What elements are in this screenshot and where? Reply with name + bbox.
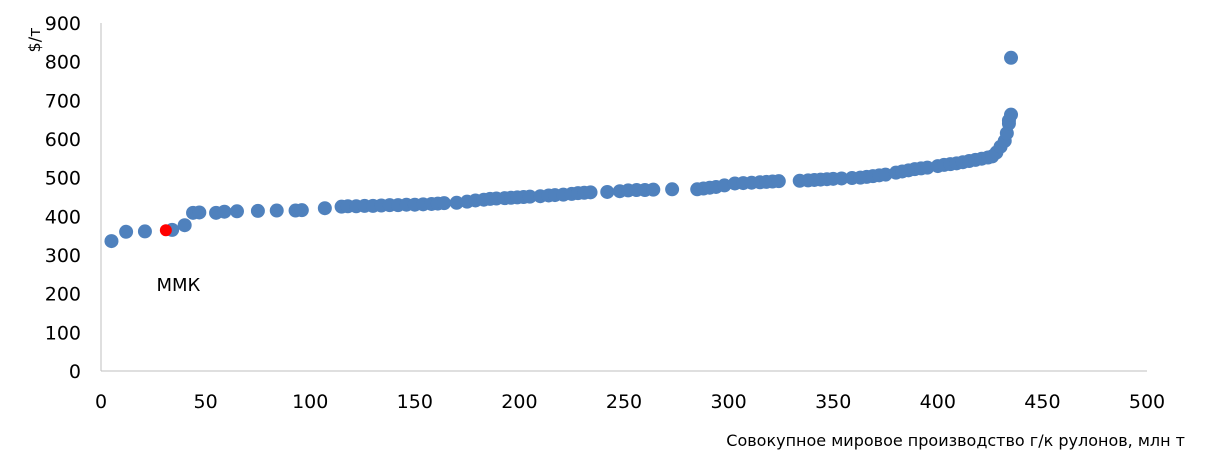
data-point <box>717 178 732 193</box>
data-point <box>137 224 152 239</box>
data-point <box>834 171 849 186</box>
data-point <box>1004 107 1019 122</box>
data-point <box>229 204 244 219</box>
x-tick-label: 100 <box>292 391 328 413</box>
y-tick-label: 0 <box>69 361 81 383</box>
x-tick-label: 350 <box>815 391 851 413</box>
x-tick-label: 400 <box>920 391 956 413</box>
data-point <box>600 184 615 199</box>
x-tick-label: 450 <box>1024 391 1060 413</box>
x-tick-label: 200 <box>501 391 537 413</box>
data-point <box>583 185 598 200</box>
x-tick-label: 150 <box>397 391 433 413</box>
x-tick-label: 500 <box>1129 391 1165 413</box>
data-point <box>119 224 134 239</box>
data-point <box>192 205 207 220</box>
data-point <box>920 160 935 175</box>
y-tick-label: 100 <box>45 322 81 344</box>
y-tick-label: 900 <box>45 13 81 35</box>
data-points <box>104 50 1019 249</box>
x-tick-label: 0 <box>95 391 107 413</box>
x-tick-label: 250 <box>606 391 642 413</box>
data-point <box>217 204 232 219</box>
y-tick-label: 200 <box>45 284 81 306</box>
data-point <box>449 195 464 210</box>
y-tick-label: 400 <box>45 206 81 228</box>
data-point <box>269 203 284 218</box>
y-tick-label: 300 <box>45 245 81 267</box>
x-tick-label: 300 <box>710 391 746 413</box>
data-point <box>646 182 661 197</box>
data-point <box>522 189 537 204</box>
data-point <box>878 167 893 182</box>
mmk-highlight-point <box>159 224 172 237</box>
data-point <box>177 218 192 233</box>
data-point <box>294 203 309 218</box>
data-point <box>317 201 332 216</box>
data-point <box>104 234 119 249</box>
y-tick-label: 600 <box>45 129 81 151</box>
highlight-layer <box>159 224 172 237</box>
annotation-mmk: ММК <box>156 275 200 296</box>
x-tick-labels: 0 50 100 150 200 250 300 350 400 450 500 <box>95 391 1165 413</box>
data-point <box>250 203 265 218</box>
data-point <box>665 182 680 197</box>
y-tick-label: 700 <box>45 90 81 112</box>
data-point <box>437 196 452 211</box>
y-tick-label: 500 <box>45 168 81 190</box>
y-tick-labels: 0 100 200 300 400 500 600 700 800 900 <box>45 13 81 383</box>
axes: 0 50 100 150 200 250 300 350 400 450 500 0 100 200 30… <box>45 13 1165 413</box>
data-point <box>771 174 786 189</box>
data-point <box>1004 50 1019 65</box>
y-tick-label: 800 <box>45 52 81 74</box>
x-tick-label: 50 <box>194 391 218 413</box>
x-axis-label: Совокупное мировое производство г/к руло… <box>726 431 1185 450</box>
y-axis-label: $/т <box>25 28 44 53</box>
